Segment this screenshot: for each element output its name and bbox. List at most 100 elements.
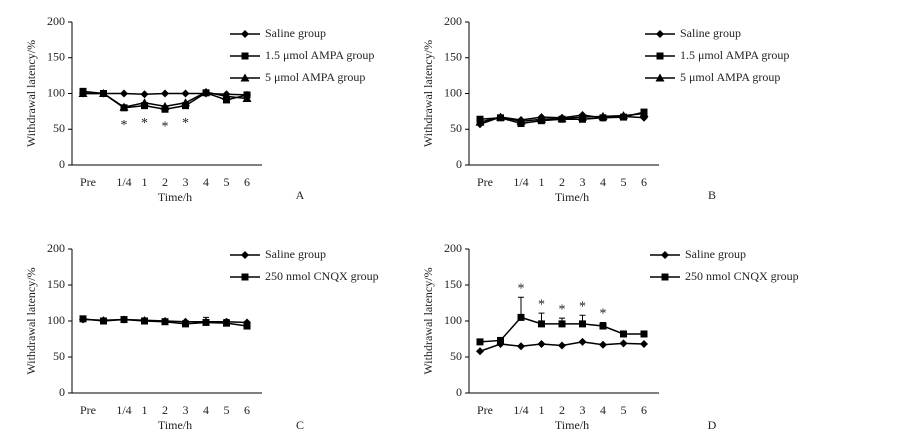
y-axis-label: Withdrawal latency/% [421, 40, 435, 147]
y-tick-label: 200 [47, 14, 65, 28]
x-tick-label: 1/4 [513, 175, 528, 189]
x-tick-label: 5 [224, 175, 230, 189]
significance-mark: * [518, 281, 525, 296]
significance-mark: * [559, 302, 566, 317]
marker [557, 114, 567, 123]
x-tick-label: Pre [477, 175, 493, 189]
significance-mark: * [600, 307, 607, 322]
marker [578, 112, 587, 121]
y-tick-label: 200 [444, 14, 462, 28]
legend-label: 250 nmol CNQX group [265, 269, 379, 283]
marker [476, 338, 484, 346]
marker [99, 89, 108, 97]
significance-mark: * [121, 118, 128, 133]
x-tick-label: 1 [142, 403, 148, 417]
marker [202, 318, 210, 326]
x-tick-label: 3 [183, 175, 189, 189]
marker [578, 337, 587, 346]
x-tick-label: 3 [580, 175, 586, 189]
y-tick-label: 100 [47, 313, 65, 327]
y-axis-label: Withdrawal latency/% [24, 267, 38, 374]
x-axis-label: Time/h [555, 418, 589, 432]
marker [537, 114, 546, 123]
marker [538, 320, 545, 328]
legend-label: 5 μmol AMPA group [265, 70, 365, 84]
marker [100, 317, 107, 325]
marker [475, 117, 485, 126]
marker [619, 339, 628, 348]
y-tick-label: 100 [444, 313, 462, 327]
marker [517, 342, 525, 351]
marker [656, 30, 664, 38]
y-tick-label: 0 [59, 157, 65, 171]
x-tick-label: 5 [224, 403, 230, 417]
marker [161, 89, 169, 98]
x-axis-label: Time/h [555, 190, 589, 204]
marker [537, 340, 546, 349]
legend-label: Saline group [680, 26, 741, 40]
y-tick-label: 100 [47, 85, 65, 99]
y-tick-label: 150 [444, 50, 462, 64]
x-tick-label: 4 [600, 175, 606, 189]
marker [620, 330, 627, 338]
y-tick-label: 0 [456, 157, 462, 171]
x-tick-label: 6 [641, 403, 647, 417]
marker [558, 341, 566, 350]
y-tick-label: 150 [444, 277, 462, 291]
x-tick-label: 3 [183, 403, 189, 417]
x-tick-label: 1 [142, 175, 148, 189]
marker [243, 322, 251, 330]
marker [656, 52, 664, 60]
marker [599, 340, 607, 349]
marker [141, 317, 148, 325]
marker [655, 73, 665, 82]
y-tick-label: 200 [47, 241, 65, 255]
y-tick-label: 100 [444, 85, 462, 99]
marker [516, 116, 526, 125]
panel-label: D [708, 418, 717, 432]
y-tick-label: 200 [444, 241, 462, 255]
x-tick-label: 3 [580, 403, 586, 417]
significance-mark: * [141, 116, 148, 131]
legend-label: 250 nmol CNQX group [685, 269, 799, 283]
marker [242, 94, 252, 103]
marker [140, 90, 149, 99]
x-tick-label: 1/4 [116, 403, 131, 417]
x-tick-label: 2 [559, 403, 565, 417]
significance-mark: * [579, 299, 586, 314]
marker [598, 111, 608, 120]
panel-label: C [296, 418, 304, 432]
marker [223, 96, 230, 104]
significance-mark: * [538, 297, 545, 312]
y-axis-label: Withdrawal latency/% [24, 40, 38, 147]
x-tick-label: 4 [203, 175, 209, 189]
marker [496, 112, 505, 121]
marker [160, 101, 170, 110]
x-tick-label: 4 [600, 403, 606, 417]
panel-label: B [708, 188, 716, 202]
marker [579, 320, 586, 328]
x-tick-label: Pre [80, 403, 96, 417]
marker [517, 313, 525, 321]
marker [78, 89, 88, 97]
x-tick-label: 1 [539, 175, 545, 189]
marker [241, 273, 249, 281]
x-tick-label: 1/4 [513, 403, 528, 417]
y-tick-label: 50 [53, 349, 65, 363]
marker [79, 315, 87, 323]
marker [661, 273, 669, 281]
marker [241, 52, 249, 60]
marker [161, 318, 169, 326]
marker [599, 322, 607, 330]
legend-label: 5 μmol AMPA group [680, 70, 780, 84]
x-tick-label: 6 [244, 403, 250, 417]
x-axis-label: Time/h [158, 418, 192, 432]
legend-label: 1.5 μmol AMPA group [265, 48, 374, 62]
x-tick-label: Pre [80, 175, 96, 189]
x-tick-label: 1/4 [116, 175, 131, 189]
x-tick-label: 5 [621, 175, 627, 189]
x-axis-label: Time/h [158, 190, 192, 204]
legend-label: Saline group [685, 247, 746, 261]
x-tick-label: Pre [477, 403, 493, 417]
